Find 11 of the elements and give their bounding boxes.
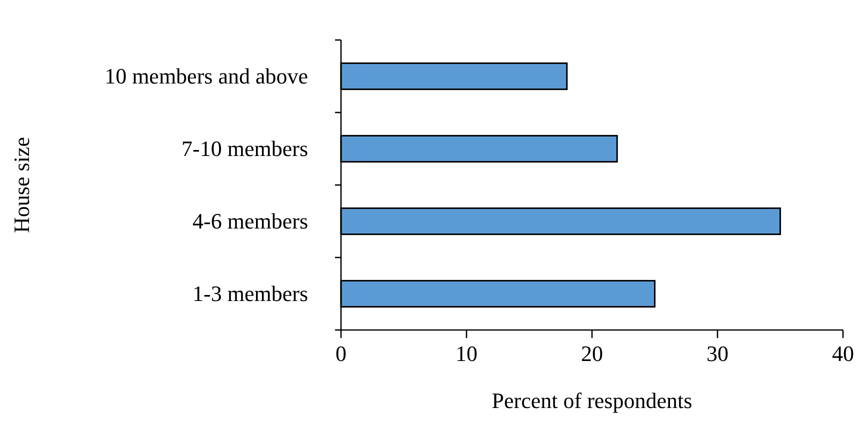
x-tick-label: 20 (581, 341, 603, 366)
y-axis-title: House size (9, 137, 34, 233)
x-tick-label: 10 (456, 341, 478, 366)
x-axis-title: Percent of respondents (492, 388, 692, 413)
x-tick-label: 40 (832, 341, 854, 366)
x-tick-label: 0 (336, 341, 346, 366)
y-tick-label: 1-3 members (192, 280, 308, 306)
y-tick-label: 4-6 members (192, 208, 308, 234)
y-tick-label: 7-10 members (182, 136, 308, 161)
y-tick-label: 10 members and above (104, 63, 308, 88)
x-tick-label: 30 (706, 341, 728, 366)
